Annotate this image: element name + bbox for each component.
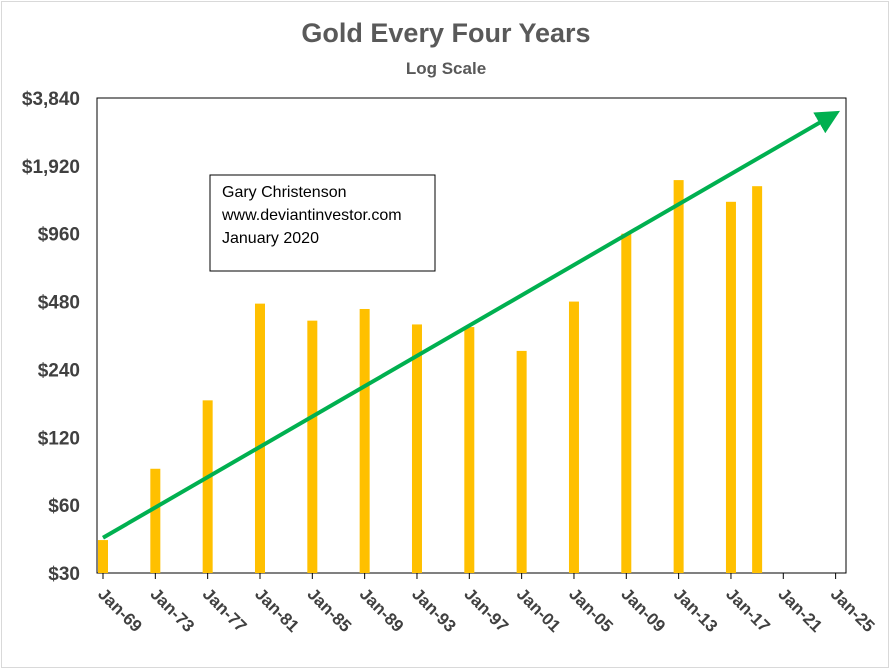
y-tick-label: $240 [38, 360, 80, 381]
x-tick-label: Jan-73 [147, 584, 199, 636]
x-tick-label: Jan-09 [617, 584, 669, 636]
bar [411, 324, 422, 573]
bar [254, 303, 265, 573]
bar [359, 308, 370, 573]
x-tick-label: Jan-85 [303, 584, 355, 636]
bar [673, 180, 684, 573]
y-tick-label: $480 [38, 293, 80, 314]
chart-subtitle: Log Scale [406, 59, 486, 78]
x-tick-label: Jan-01 [513, 584, 565, 636]
x-tick-label: Jan-69 [94, 584, 146, 636]
x-tick-label: Jan-93 [408, 584, 460, 636]
trend-arrow [101, 110, 841, 540]
bar [752, 186, 763, 573]
y-tick-label: $3,840 [22, 89, 80, 110]
chart-title: Gold Every Four Years [301, 18, 590, 48]
x-tick-label: Jan-77 [199, 584, 251, 636]
annotation-website: www.deviantinvestor.com [221, 207, 402, 224]
annotation-date: January 2020 [222, 230, 319, 247]
bar [98, 540, 108, 573]
bar [202, 400, 213, 573]
x-tick-label: Jan-81 [251, 584, 303, 636]
y-tick-label: $60 [48, 496, 80, 517]
bar [307, 320, 318, 573]
y-axis: $30 $60 $120 $240 $480 $960 $1,920 $3,840 [22, 89, 80, 585]
bar [621, 233, 632, 573]
x-tick-label: Jan-25 [827, 584, 879, 636]
x-tick-label: Jan-21 [774, 584, 826, 636]
y-tick-label: $30 [48, 564, 80, 585]
bar [725, 201, 736, 573]
bar [464, 327, 475, 573]
x-tick-label: Jan-05 [565, 584, 617, 636]
y-tick-label: $960 [38, 225, 80, 246]
bars-layer [98, 180, 763, 573]
x-tick-label: Jan-97 [460, 584, 512, 636]
trend-layer [101, 110, 841, 540]
y-tick-label: $1,920 [22, 157, 80, 178]
x-tick-label: Jan-17 [722, 584, 774, 636]
bar [150, 468, 161, 573]
x-axis: Jan-69 Jan-73 Jan-77 Jan-81 Jan-85 Jan-89 Jan-… [94, 573, 878, 636]
bar [516, 350, 527, 573]
annotation-box: Gary Christenson www.deviantinvestor.com… [209, 174, 436, 272]
y-tick-label: $120 [38, 428, 80, 449]
annotation-author: Gary Christenson [222, 184, 347, 201]
x-tick-label: Jan-89 [356, 584, 408, 636]
x-tick-label: Jan-13 [670, 584, 722, 636]
bar [568, 301, 579, 573]
